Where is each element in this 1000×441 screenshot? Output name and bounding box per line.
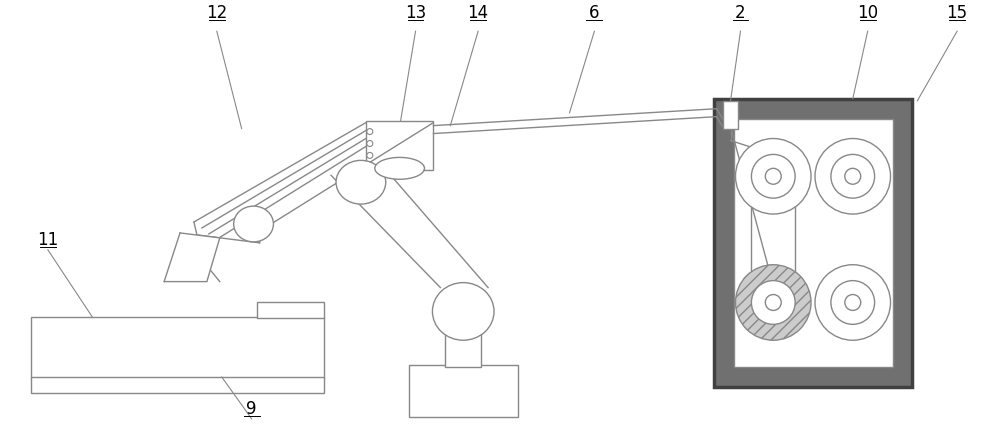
- Text: 10: 10: [857, 4, 878, 22]
- Bar: [445, 318, 481, 367]
- Circle shape: [736, 138, 811, 214]
- Circle shape: [367, 153, 373, 158]
- Circle shape: [367, 129, 373, 135]
- Text: 6: 6: [589, 4, 600, 22]
- Circle shape: [751, 154, 795, 198]
- Circle shape: [367, 141, 373, 146]
- Ellipse shape: [432, 283, 494, 340]
- Bar: [734, 119, 893, 367]
- Ellipse shape: [234, 206, 273, 242]
- Ellipse shape: [375, 157, 424, 179]
- Ellipse shape: [336, 161, 386, 204]
- Circle shape: [845, 295, 861, 310]
- Bar: [714, 99, 912, 387]
- Text: 11: 11: [37, 231, 58, 249]
- Polygon shape: [164, 233, 220, 282]
- Circle shape: [845, 168, 861, 184]
- Circle shape: [765, 168, 781, 184]
- Circle shape: [736, 265, 811, 340]
- Circle shape: [751, 280, 795, 324]
- Text: 2: 2: [735, 4, 746, 22]
- Circle shape: [831, 280, 875, 324]
- Text: 15: 15: [947, 4, 968, 22]
- Text: 14: 14: [468, 4, 489, 22]
- Bar: [723, 101, 738, 129]
- Text: 12: 12: [206, 4, 227, 22]
- Circle shape: [815, 265, 891, 340]
- Text: 13: 13: [405, 4, 426, 22]
- Bar: [257, 303, 324, 318]
- Text: 9: 9: [246, 400, 257, 418]
- Bar: [31, 377, 324, 393]
- Bar: [409, 365, 518, 417]
- Bar: [366, 121, 433, 170]
- Bar: [31, 318, 324, 379]
- Circle shape: [765, 295, 781, 310]
- Circle shape: [831, 154, 875, 198]
- Circle shape: [815, 138, 891, 214]
